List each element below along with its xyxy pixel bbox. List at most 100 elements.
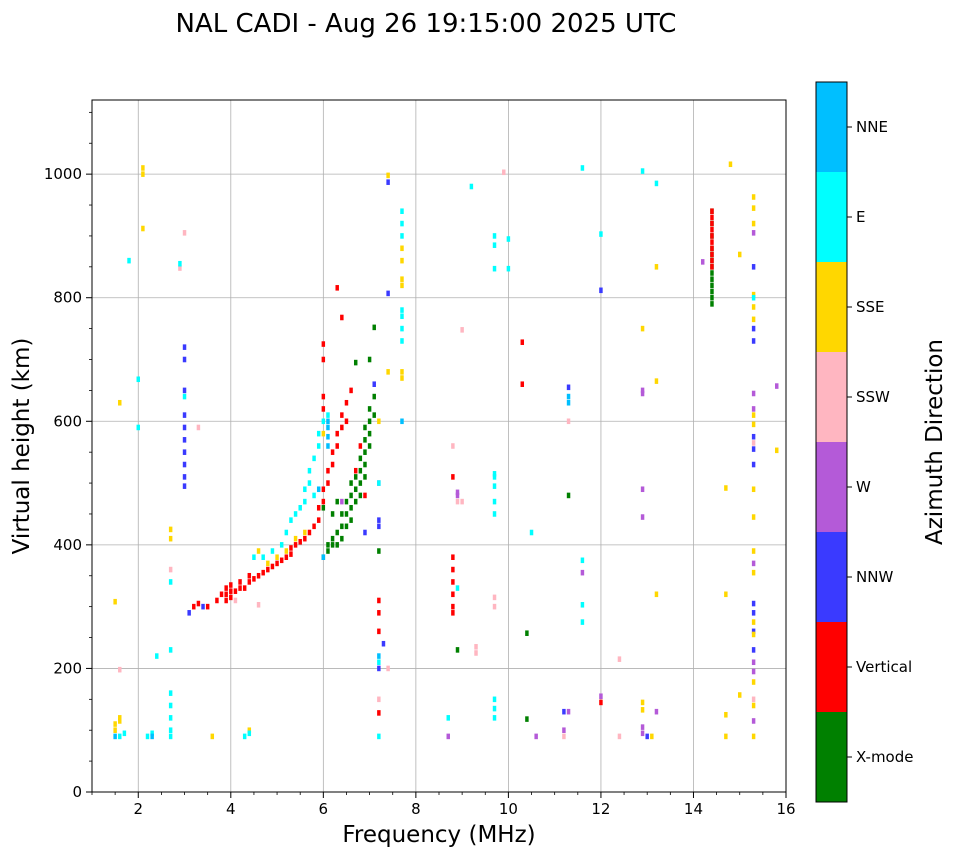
echo-point-x-mode	[335, 529, 339, 536]
echo-point-vertical	[293, 542, 298, 548]
echo-point-sse	[400, 282, 404, 289]
echo-point-x-mode	[349, 517, 353, 523]
echo-point-ssw	[460, 327, 464, 333]
echo-point-nnw	[363, 529, 367, 536]
echo-point-vertical	[242, 585, 247, 591]
echo-point-vertical	[261, 569, 265, 576]
x-tick-label: 12	[591, 800, 610, 818]
echo-point-x-mode	[710, 294, 714, 301]
echo-point-sse	[751, 548, 756, 554]
echo-point-vertical	[710, 226, 714, 233]
echo-point-e	[168, 715, 173, 721]
echo-point-nnw	[182, 483, 187, 489]
echo-point-vertical	[335, 430, 339, 437]
echo-point-vertical	[238, 579, 242, 585]
echo-point-vertical	[710, 214, 714, 221]
echo-point-sse	[303, 529, 307, 536]
echo-point-vertical	[377, 710, 381, 716]
echo-point-e	[377, 659, 381, 666]
echo-point-nnw	[182, 356, 187, 363]
echo-point-ssw	[474, 644, 478, 650]
echo-point-w	[700, 259, 705, 265]
echo-point-sse	[400, 375, 404, 381]
echo-point-vertical	[316, 517, 321, 523]
echo-point-e	[640, 168, 645, 174]
colorbar-swatch-w	[816, 442, 847, 532]
x-axis-label: Frequency (MHz)	[342, 822, 535, 848]
echo-point-e	[506, 236, 511, 242]
echo-point-vertical	[710, 208, 714, 214]
echo-point-w	[654, 708, 659, 715]
echo-point-e	[168, 733, 173, 740]
echo-point-sse	[640, 707, 645, 713]
echo-point-e	[312, 492, 316, 499]
echo-point-e	[580, 557, 585, 564]
echo-point-nnw	[182, 424, 187, 431]
echo-point-w	[640, 514, 645, 520]
echo-point-nne	[321, 554, 326, 560]
echo-point-vertical	[224, 591, 228, 598]
echo-point-w	[534, 733, 538, 740]
echo-point-nnw	[751, 600, 756, 607]
echo-point-sse	[751, 569, 756, 576]
echo-point-nne	[113, 733, 117, 740]
echo-point-sse	[386, 369, 390, 375]
echo-point-w	[751, 406, 756, 412]
echo-point-nnw	[566, 384, 571, 391]
echo-point-sse	[775, 447, 779, 454]
echo-point-nne	[150, 733, 154, 740]
echo-point-x-mode	[353, 359, 358, 366]
echo-point-vertical	[196, 600, 201, 607]
echo-point-e	[492, 471, 497, 477]
echo-point-x-mode	[377, 548, 381, 554]
echo-point-x-mode	[326, 542, 330, 548]
echo-point-nnw	[182, 449, 187, 455]
echo-point-nnw	[751, 628, 756, 635]
echo-point-w	[640, 486, 645, 493]
colorbar-swatch-nnw	[816, 532, 847, 622]
echo-point-e	[270, 548, 275, 554]
colorbar-label-e: E	[856, 208, 865, 226]
echo-point-vertical	[238, 585, 242, 591]
echo-point-w	[751, 230, 756, 236]
echo-point-nnw	[182, 344, 187, 350]
echo-point-vertical	[451, 603, 455, 610]
echo-point-e	[400, 338, 404, 344]
echo-point-sse	[113, 727, 117, 733]
echo-point-ssw	[492, 594, 497, 601]
echo-point-sse	[751, 421, 756, 428]
echo-point-nnw	[751, 325, 756, 332]
echo-point-x-mode	[340, 535, 344, 542]
echo-point-ssw	[233, 597, 238, 604]
echo-point-x-mode	[353, 474, 358, 480]
echo-point-vertical	[321, 406, 326, 412]
echo-point-vertical	[275, 560, 279, 567]
echo-point-nnw	[751, 461, 756, 468]
echo-point-nne	[400, 418, 404, 425]
echo-point-x-mode	[335, 542, 339, 548]
colorbar-label-ssw: SSW	[856, 388, 890, 406]
echo-point-vertical	[326, 480, 330, 486]
echo-point-vertical	[335, 285, 339, 291]
echo-point-vertical	[353, 467, 358, 474]
echo-point-sse	[141, 225, 145, 232]
echo-point-vertical	[270, 563, 275, 570]
echo-point-x-mode	[330, 542, 335, 548]
echo-point-e	[654, 180, 659, 187]
echo-point-vertical	[710, 257, 714, 264]
echo-point-e	[168, 727, 173, 733]
echo-point-e	[150, 730, 154, 737]
echo-point-sse	[751, 412, 756, 418]
echo-point-vertical	[330, 449, 335, 455]
x-tick-label: 14	[684, 800, 703, 818]
echo-point-w	[751, 718, 756, 724]
echo-point-nnw	[751, 446, 756, 452]
echo-point-sse	[728, 161, 733, 168]
echo-point-ssw	[455, 498, 460, 505]
echo-point-ssw	[502, 169, 506, 176]
echo-point-vertical	[289, 551, 293, 557]
echo-point-e	[284, 529, 289, 536]
echo-point-x-mode	[367, 406, 372, 412]
echo-point-x-mode	[344, 511, 349, 517]
y-tick-label: 1000	[44, 165, 82, 183]
